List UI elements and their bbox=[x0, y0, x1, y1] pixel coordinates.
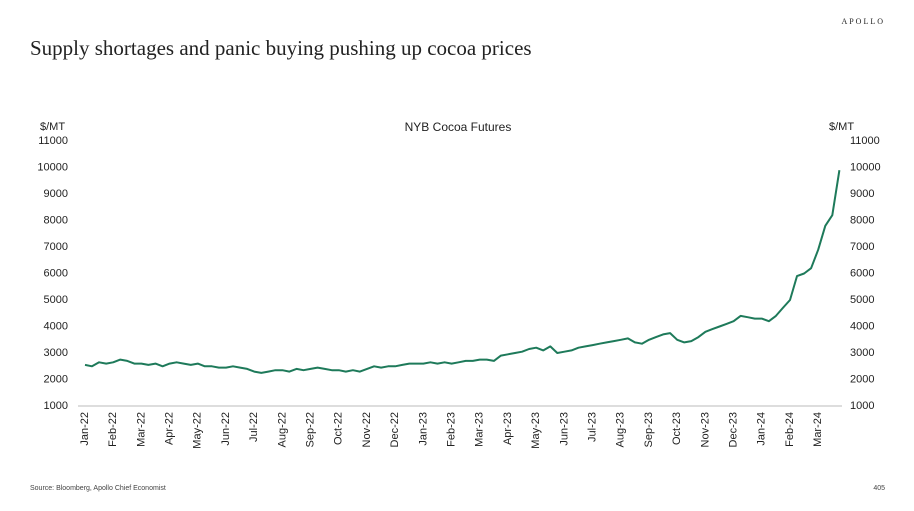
x-tick-label: Jun-22 bbox=[220, 412, 232, 446]
x-tick-label: Dec-23 bbox=[728, 412, 740, 447]
y-tick-label: 8000 bbox=[44, 214, 68, 226]
y2-tick-label: 5000 bbox=[850, 294, 874, 306]
x-tick-label: Dec-22 bbox=[389, 412, 401, 447]
x-tick-label: Feb-23 bbox=[446, 412, 458, 447]
x-tick-label: Mar-23 bbox=[474, 412, 486, 447]
y2-tick-label: 11000 bbox=[850, 135, 880, 147]
y2-tick-label: 7000 bbox=[850, 241, 874, 253]
y-tick-label: 5000 bbox=[44, 294, 68, 306]
y-tick-label: 2000 bbox=[44, 373, 68, 385]
x-tick-label: Nov-22 bbox=[361, 412, 373, 447]
y2-axis-label: $/MT bbox=[829, 121, 854, 133]
page-number: 405 bbox=[873, 485, 885, 492]
x-tick-label: Jan-24 bbox=[756, 412, 768, 446]
x-tick-label: Sep-23 bbox=[643, 412, 655, 447]
x-tick-label: Jan-22 bbox=[79, 412, 91, 446]
y2-tick-label: 10000 bbox=[850, 161, 881, 173]
x-tick-label: Feb-24 bbox=[784, 412, 796, 447]
x-tick-label: Jul-22 bbox=[248, 412, 260, 442]
x-tick-label: May-23 bbox=[530, 412, 542, 449]
y-tick-label: 4000 bbox=[44, 320, 68, 332]
y-tick-label: 6000 bbox=[44, 267, 68, 279]
source-note: Source: Bloomberg, Apollo Chief Economis… bbox=[30, 485, 166, 492]
y-tick-label: 10000 bbox=[37, 161, 68, 173]
y2-tick-label: 8000 bbox=[850, 214, 874, 226]
y-axis-label: $/MT bbox=[40, 121, 65, 133]
y2-tick-label: 6000 bbox=[850, 267, 874, 279]
x-tick-label: Aug-22 bbox=[276, 412, 288, 447]
brand-logo: APOLLO bbox=[841, 17, 885, 26]
y2-tick-label: 9000 bbox=[850, 188, 874, 200]
chart-subtitle: NYB Cocoa Futures bbox=[405, 120, 512, 134]
x-tick-label: May-22 bbox=[192, 412, 204, 449]
x-tick-label: Aug-23 bbox=[615, 412, 627, 447]
x-tick-label: Feb-22 bbox=[107, 412, 119, 447]
x-tick-label: Apr-22 bbox=[164, 412, 176, 445]
y-tick-label: 7000 bbox=[44, 241, 68, 253]
y2-tick-label: 3000 bbox=[850, 347, 874, 359]
y2-tick-label: 4000 bbox=[850, 320, 874, 332]
x-tick-label: Jan-23 bbox=[417, 412, 429, 446]
x-tick-label: Oct-22 bbox=[333, 412, 345, 445]
x-tick-label: Mar-22 bbox=[135, 412, 147, 447]
x-tick-label: Oct-23 bbox=[671, 412, 683, 445]
x-tick-label: Jun-23 bbox=[558, 412, 570, 446]
y-tick-label: 11000 bbox=[38, 135, 68, 147]
x-tick-label: Sep-22 bbox=[305, 412, 317, 447]
y2-tick-label: 2000 bbox=[850, 373, 874, 385]
x-tick-label: Nov-23 bbox=[699, 412, 711, 447]
x-tick-label: Apr-23 bbox=[502, 412, 514, 445]
price-line bbox=[84, 170, 841, 374]
chart-title: Supply shortages and panic buying pushin… bbox=[30, 36, 532, 60]
x-tick-label: Mar-24 bbox=[812, 412, 824, 447]
y-tick-label: 9000 bbox=[44, 188, 68, 200]
y-tick-label: 1000 bbox=[44, 400, 68, 412]
y2-tick-label: 1000 bbox=[850, 400, 874, 412]
y-tick-label: 3000 bbox=[44, 347, 68, 359]
x-tick-label: Jul-23 bbox=[587, 412, 599, 442]
